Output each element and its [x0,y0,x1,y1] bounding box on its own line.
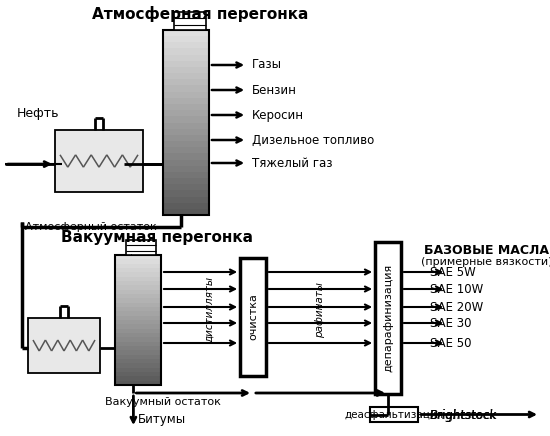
Bar [163,191,209,197]
Text: SAE 5W: SAE 5W [430,266,476,279]
Bar [55,130,143,192]
Bar [115,351,161,355]
Text: Дизельное топливо: Дизельное топливо [252,133,374,146]
Bar [115,277,161,282]
Bar [163,160,209,166]
Bar [163,42,209,49]
Bar [115,294,161,299]
Bar [115,337,161,342]
Bar [115,303,161,307]
Text: дистилляты: дистилляты [205,277,215,343]
Bar [163,141,209,148]
Bar [163,197,209,203]
Bar [163,98,209,105]
Text: Битумы: Битумы [138,413,185,426]
Text: Вакуумный остаток: Вакуумный остаток [106,397,221,407]
Text: рафинаты: рафинаты [315,282,325,338]
Bar [163,92,209,99]
Bar [163,123,209,129]
Text: SAE 30: SAE 30 [430,317,471,330]
Text: Brightstock: Brightstock [430,409,498,422]
Bar [115,307,161,312]
Bar [163,104,209,111]
Text: Бензин: Бензин [252,84,297,96]
Bar [115,324,161,329]
Bar [115,381,161,385]
Bar [115,259,161,264]
Bar [163,147,209,154]
Bar [115,290,161,294]
Bar [163,209,209,215]
Bar [375,242,401,394]
Bar [163,153,209,160]
Text: Газы: Газы [252,58,282,72]
Bar [115,329,161,334]
Bar [28,318,100,373]
Text: SAE 10W: SAE 10W [430,283,483,296]
Text: деасфальтизация: деасфальтизация [344,409,443,419]
Text: Атмосферная перегонка: Атмосферная перегонка [92,6,308,22]
Bar [115,281,161,286]
Bar [115,255,161,385]
Text: Атмосферный остаток: Атмосферный остаток [25,222,157,232]
Text: SAE 50: SAE 50 [430,337,471,350]
Bar [115,320,161,325]
Bar [115,285,161,290]
Text: БАЗОВЫЕ МАСЛА: БАЗОВЫЕ МАСЛА [425,243,549,256]
Bar [163,30,209,215]
Bar [126,240,156,255]
Bar [163,116,209,123]
Bar [163,166,209,172]
Bar [115,272,161,277]
Bar [115,346,161,351]
Bar [163,30,209,37]
Bar [115,354,161,360]
Bar [163,129,209,135]
Text: (примерные вязкости): (примерные вязкости) [421,257,550,267]
Bar [115,372,161,377]
Bar [163,135,209,142]
Bar [115,264,161,269]
Bar [163,48,209,55]
Text: SAE 20W: SAE 20W [430,300,483,313]
Bar [163,36,209,43]
Bar [163,79,209,86]
Text: Вакуумная перегонка: Вакуумная перегонка [61,229,253,245]
Bar [240,258,266,376]
Bar [163,110,209,117]
Text: Brightstock: Brightstock [430,409,497,422]
Bar [163,61,209,68]
Bar [115,268,161,273]
Bar [163,203,209,209]
Bar [115,333,161,338]
Text: депарафинизация: депарафинизация [383,264,393,372]
Bar [115,316,161,320]
Bar [163,67,209,74]
Text: Тяжелый газ: Тяжелый газ [252,157,333,170]
Text: Керосин: Керосин [252,109,304,122]
Bar [115,342,161,347]
Bar [115,363,161,368]
Bar [115,376,161,381]
Bar [115,298,161,303]
Bar [163,184,209,191]
Bar [115,255,161,260]
Bar [115,311,161,316]
Bar [163,85,209,92]
Bar [163,178,209,185]
Bar [115,359,161,364]
Bar [174,12,206,30]
Bar [370,407,418,422]
Text: очистка: очистка [248,293,258,341]
Bar [163,172,209,178]
Bar [163,54,209,61]
Bar [163,73,209,80]
Bar [115,368,161,372]
Text: Нефть: Нефть [16,106,59,119]
